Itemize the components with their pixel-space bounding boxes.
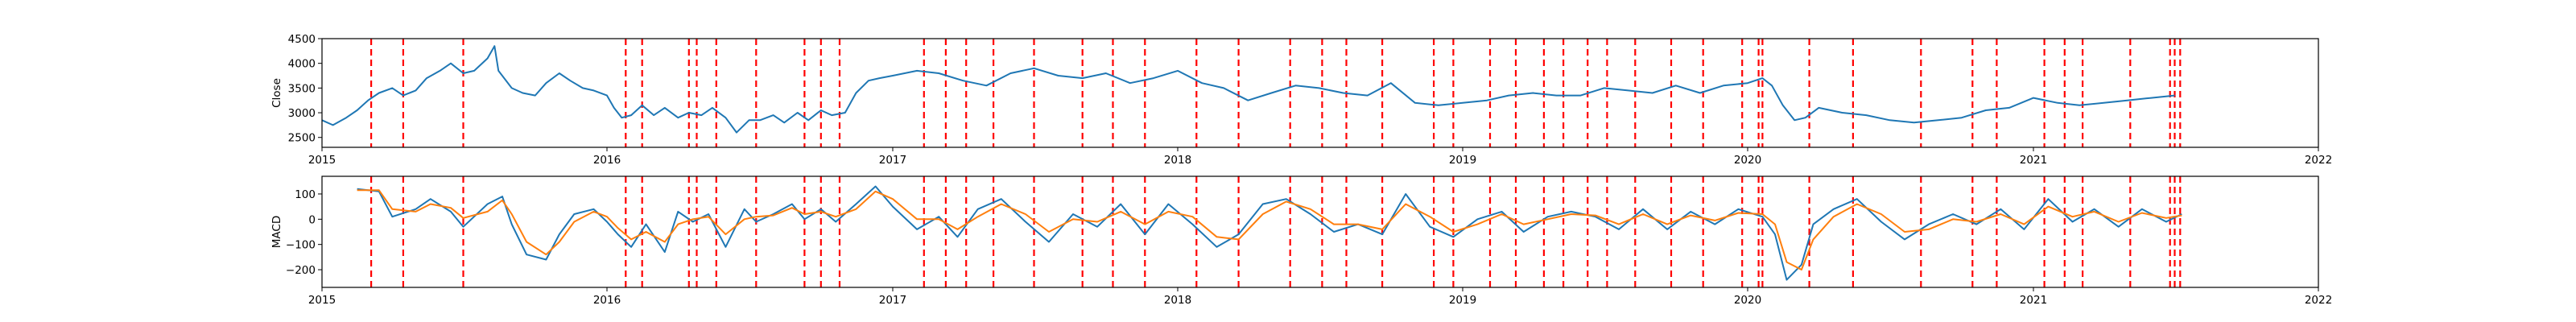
macd-signal-line [357, 189, 2182, 270]
macd-x-tick-label: 2017 [879, 294, 906, 307]
macd-x-tick-label: 2016 [593, 294, 621, 307]
close-x-tick-label: 2015 [308, 154, 336, 167]
close-y-tick-label: 3000 [288, 107, 316, 120]
macd-series-layer [357, 185, 2182, 281]
close-x-tick-label: 2016 [593, 154, 621, 167]
macd-y-tick-label: −200 [286, 264, 316, 277]
macd-x-tick-label: 2021 [2020, 294, 2047, 307]
close-x-tick-label: 2019 [1449, 154, 1476, 167]
close-x-tick-label: 2021 [2020, 154, 2047, 167]
macd-x-tick-label: 2022 [2305, 294, 2332, 307]
macd-x-tick-label: 2018 [1164, 294, 1191, 307]
close-y-tick-label: 4000 [288, 58, 316, 71]
close-y-tick-label: 3500 [288, 82, 316, 95]
close-x-tick-label: 2020 [1734, 154, 1761, 167]
close-close-line [321, 45, 2175, 134]
macd-x-tick-label: 2015 [308, 294, 336, 307]
macd-y-tick-label: 0 [308, 213, 316, 226]
close-x-tick-label: 2022 [2305, 154, 2332, 167]
macd-panel: 2015 2016 2017 2018 2019 2020 2021 2022 −200 −10… [270, 175, 2332, 307]
macd-x-tick-label: 2019 [1449, 294, 1476, 307]
close-y-tick-label: 4500 [288, 33, 316, 46]
close-panel: 2015 2016 2017 2018 2019 2020 2021 2022 2500 300… [270, 33, 2332, 167]
macd-macd-line [357, 185, 2182, 281]
close-y-tick-label: 2500 [288, 132, 316, 145]
macd-x-tick-label: 2020 [1734, 294, 1761, 307]
close-events-layer [370, 39, 2182, 147]
close-x-tick-label: 2018 [1164, 154, 1191, 167]
close-axes-frame [321, 38, 2319, 148]
macd-events-layer [370, 176, 2182, 287]
close-y-axis-label: Close [270, 78, 283, 108]
close-x-tick-label: 2017 [879, 154, 906, 167]
close-y-ticks: 2500 3000 3500 4000 4500 [288, 33, 322, 145]
close-series-layer [321, 45, 2175, 134]
macd-y-ticks: −200 −100 0 100 [286, 188, 322, 277]
macd-x-ticks: 2015 2016 2017 2018 2019 2020 2021 2022 [308, 287, 2332, 307]
close-x-ticks: 2015 2016 2017 2018 2019 2020 2021 2022 [308, 147, 2332, 167]
macd-y-tick-label: 100 [295, 188, 316, 201]
macd-axes-frame [321, 175, 2319, 288]
macd-y-tick-label: −100 [286, 239, 316, 252]
macd-y-axis-label: MACD [270, 216, 283, 248]
